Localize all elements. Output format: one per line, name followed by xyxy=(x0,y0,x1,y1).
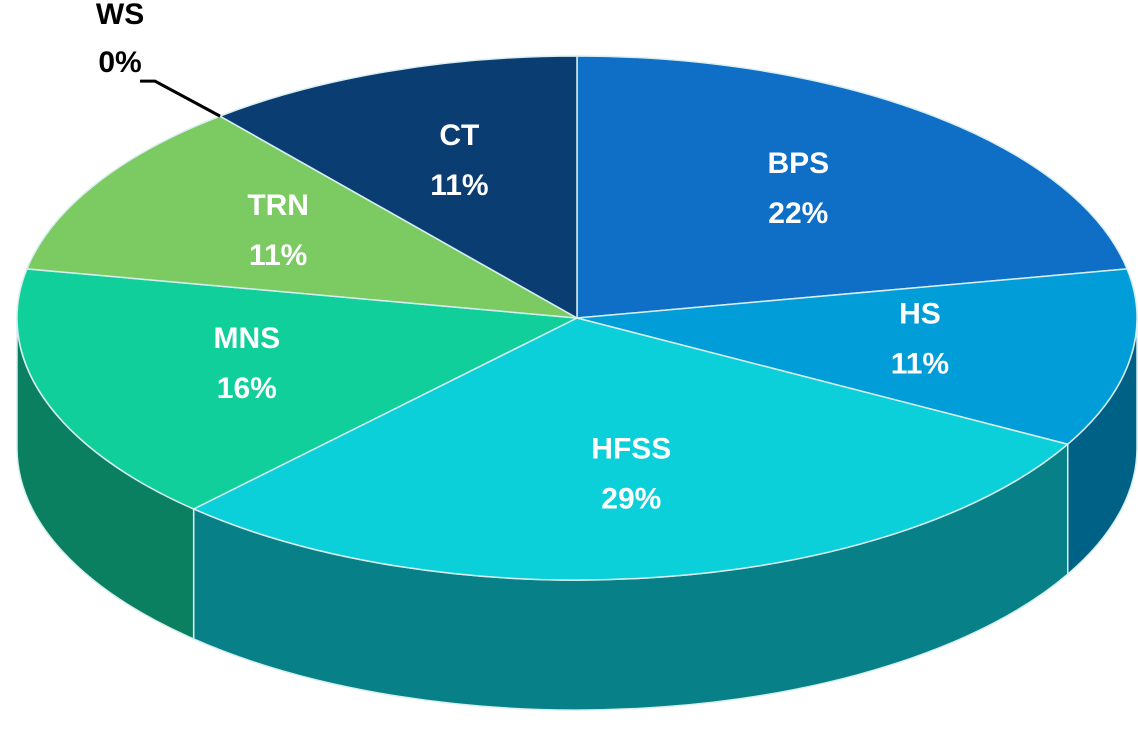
slice xyxy=(576,55,1129,319)
pie-tops xyxy=(16,55,1138,581)
slice-label: CT xyxy=(439,119,479,152)
slice xyxy=(191,317,1070,581)
value-label: 0% xyxy=(98,46,141,79)
slice xyxy=(25,115,578,319)
slice-label: TRN xyxy=(247,189,309,222)
slice-label: MNS xyxy=(213,322,280,355)
value-label: 22% xyxy=(768,197,828,230)
leader-line xyxy=(140,79,221,118)
value-label: 11% xyxy=(891,347,949,380)
slice-label: WS xyxy=(96,0,144,31)
pie-labels: BPS 22% HS 11% HFSS 29% MNS 16% TRN 11% WS 0% CT 11% xyxy=(96,0,949,515)
slice xyxy=(16,268,580,510)
value-label: 29% xyxy=(601,482,661,515)
slice-label: HFSS xyxy=(591,432,671,465)
slice-label: BPS xyxy=(767,147,829,180)
slice xyxy=(576,268,1138,446)
slice xyxy=(218,55,578,320)
value-label: 16% xyxy=(217,372,277,405)
value-label: 11% xyxy=(249,239,307,272)
value-label: 11% xyxy=(430,169,488,202)
slice-label: HS xyxy=(899,297,941,330)
